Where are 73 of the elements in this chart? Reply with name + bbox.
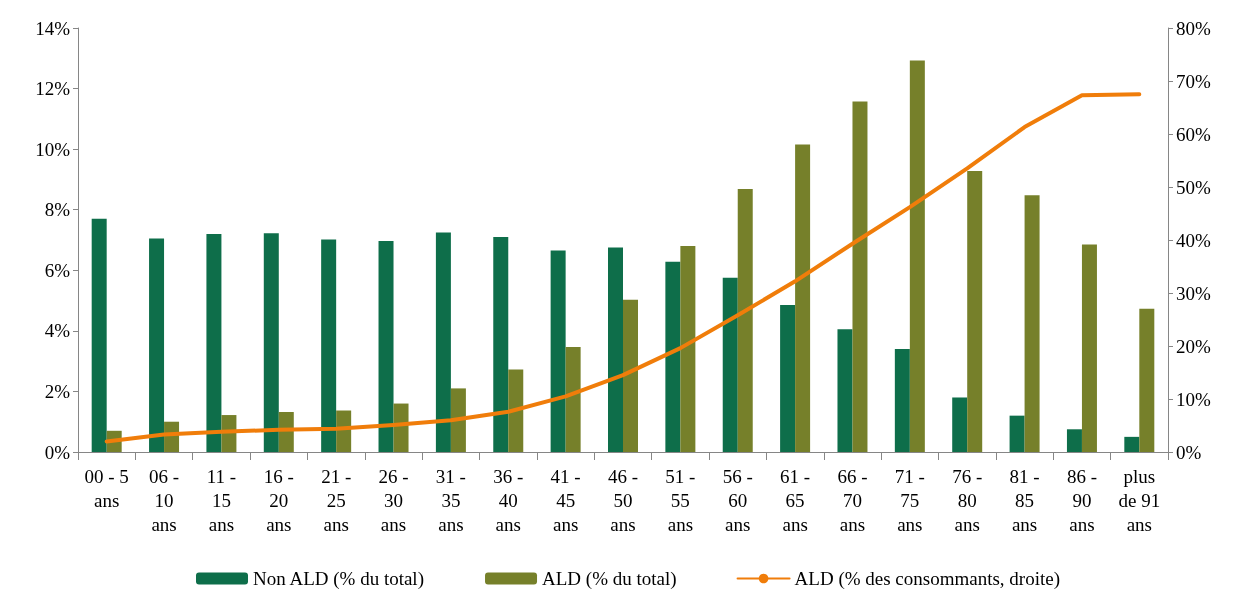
y-tick-label: 10% — [35, 138, 71, 160]
x-tick-label: 86 - 90 ans — [1066, 465, 1097, 535]
bar — [665, 261, 681, 452]
bar — [780, 305, 796, 452]
bar — [795, 144, 811, 452]
x-tick-label: 66 - 70 ans — [837, 465, 868, 535]
y-tick-label: 8% — [44, 199, 71, 221]
x-tick-label: 36 - 40 ans — [493, 465, 524, 535]
bar — [952, 397, 968, 452]
bar — [1024, 195, 1040, 452]
line-series — [104, 92, 1142, 444]
legend-label: Non ALD (% du total) — [253, 568, 424, 590]
bar — [550, 250, 566, 452]
x-tick-label: 51 - 55 ans — [665, 465, 696, 535]
x-tick-label: 31 - 35 ans — [435, 465, 466, 535]
x-tick-label: 11 - 15 ans — [206, 465, 237, 535]
bar — [493, 236, 509, 452]
bar — [722, 277, 738, 452]
x-tick-label: 46 - 50 ans — [607, 465, 639, 535]
legend-label: ALD (% du total) — [542, 568, 677, 590]
bar — [1139, 308, 1155, 452]
x-tick-label: 06 - 10 ans — [149, 465, 180, 535]
y-tick-label: 2% — [44, 380, 71, 402]
y2-tick-label: 30% — [1176, 282, 1211, 304]
y-tick-label: 0% — [44, 441, 71, 463]
bar — [149, 238, 165, 452]
x-tick-label: plus de 91 ans — [1118, 465, 1161, 535]
bar — [450, 388, 466, 452]
bar — [393, 403, 409, 452]
x-tick-label: 76 - 80 ans — [952, 465, 983, 535]
x-tick-label: 71 - 75 ans — [894, 465, 925, 535]
bar — [508, 369, 524, 452]
bar — [967, 170, 983, 452]
y-tick-label: 12% — [35, 78, 71, 100]
y2-tick-label: 80% — [1176, 17, 1211, 39]
x-tick-label: 61 - 65 ans — [780, 465, 811, 535]
y-tick-label: 14% — [35, 17, 71, 39]
x-tick-label: 21 - 25 ans — [321, 465, 352, 535]
bar — [378, 240, 394, 452]
y2-tick-label: 0% — [1176, 441, 1202, 463]
y-tick-label: 4% — [44, 320, 71, 342]
bar — [91, 218, 107, 452]
y2-tick-label: 40% — [1176, 229, 1211, 251]
bar — [623, 299, 638, 452]
bar — [263, 233, 279, 452]
x-tick-label: 81 - 85 ans — [1009, 465, 1040, 535]
bar — [1124, 436, 1140, 452]
bar — [837, 329, 853, 452]
bar — [1066, 429, 1082, 452]
y2-tick-label: 10% — [1176, 388, 1211, 410]
bar — [894, 349, 910, 452]
y2-tick-label: 20% — [1176, 335, 1211, 357]
bar — [1009, 415, 1025, 452]
x-tick-label: 56 - 60 ans — [722, 465, 753, 535]
bar — [608, 247, 623, 452]
y-tick-label: 6% — [44, 259, 71, 281]
x-tick-label: 16 - 20 ans — [263, 465, 294, 535]
bar — [852, 101, 868, 452]
x-tick-label: 00 - 5 ans — [84, 465, 129, 511]
y2-tick-label: 50% — [1176, 176, 1211, 198]
x-tick-label: 26 - 30 ans — [378, 465, 409, 535]
y2-tick-label: 60% — [1176, 123, 1211, 145]
bar — [680, 246, 696, 452]
bar — [321, 239, 337, 452]
bar — [1081, 244, 1097, 452]
x-tick-label: 41 - 45 ans — [550, 465, 581, 535]
bar — [909, 60, 925, 452]
bar — [737, 189, 753, 452]
bar — [206, 233, 222, 452]
y2-tick-label: 70% — [1176, 70, 1211, 92]
bar — [435, 232, 451, 452]
legend-label: ALD (% des consommants, droite) — [794, 568, 1060, 590]
bar — [565, 346, 581, 452]
